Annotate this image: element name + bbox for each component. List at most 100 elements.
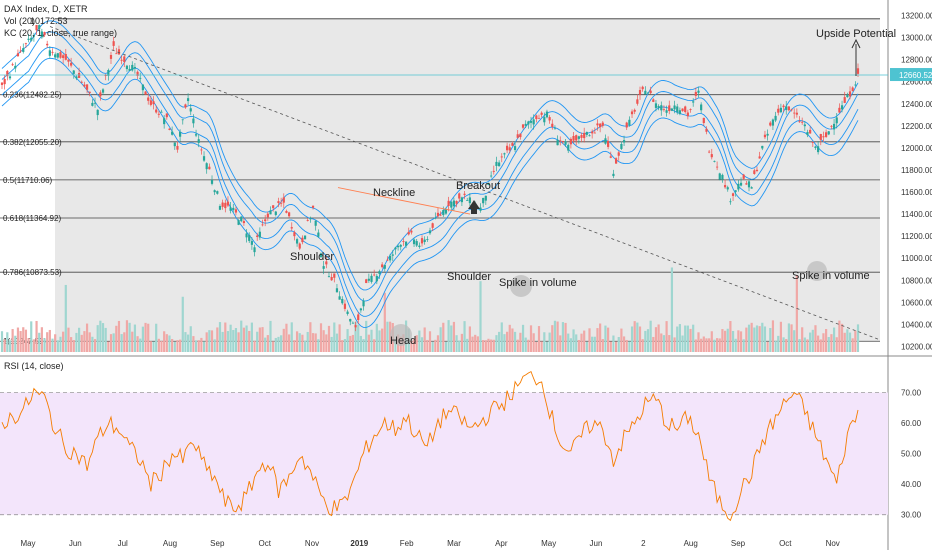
- candle-body: [109, 55, 113, 59]
- candle-body: [452, 200, 456, 207]
- volume-bar: [476, 336, 479, 352]
- volume-bar: [163, 331, 166, 352]
- candle-body: [838, 107, 841, 113]
- candle-body: [274, 211, 277, 215]
- volume-bar: [144, 322, 147, 352]
- candle-body: [601, 122, 604, 126]
- candle-body: [827, 131, 830, 135]
- volume-bar: [798, 339, 801, 352]
- volume-bar: [250, 322, 253, 352]
- candle-body: [739, 182, 743, 186]
- kc-label: KC (20, 1, close, true range): [4, 28, 117, 38]
- volume-bar: [617, 337, 620, 352]
- candle-body: [333, 273, 336, 278]
- volume-bar: [311, 333, 315, 352]
- candle-body: [737, 183, 740, 190]
- volume-spike-label-1: Spike in volume: [499, 277, 577, 289]
- candle-body: [652, 99, 655, 102]
- candle-body: [335, 288, 339, 293]
- candle-body: [147, 97, 150, 101]
- candle-body: [373, 274, 376, 276]
- candle-body: [423, 239, 426, 242]
- candle-body: [343, 303, 347, 309]
- candle-body: [303, 235, 307, 240]
- volume-bar: [423, 327, 426, 352]
- volume-bar: [644, 330, 647, 352]
- candle-body: [580, 135, 583, 138]
- volume-bar: [516, 339, 519, 352]
- volume-bar: [599, 323, 602, 352]
- volume-bar: [147, 323, 150, 352]
- candle-body: [694, 91, 697, 96]
- candle-body: [543, 117, 546, 123]
- volume-bar: [200, 337, 203, 352]
- candle-body: [107, 70, 110, 76]
- candle-body: [418, 245, 421, 247]
- volume-bar: [11, 329, 14, 352]
- volume-bar: [123, 332, 126, 352]
- volume-bar: [692, 324, 695, 352]
- candle-body: [224, 202, 227, 209]
- candle-body: [389, 255, 392, 261]
- candle-body: [197, 139, 200, 143]
- candle-body: [769, 122, 772, 126]
- x-tick-label: Jul: [118, 539, 128, 548]
- candle-body: [750, 187, 753, 189]
- candle-body: [657, 105, 660, 108]
- candle-body: [830, 125, 833, 127]
- volume-bar: [317, 339, 320, 352]
- candle-body: [396, 245, 400, 248]
- volume-bar: [708, 338, 711, 352]
- fib-level-label: 0.618(11364.92): [3, 214, 61, 223]
- volume-bar: [612, 335, 615, 352]
- candle-body: [258, 231, 261, 238]
- candle-body: [407, 231, 410, 235]
- volume-bar: [795, 275, 798, 352]
- candle-body: [625, 122, 628, 128]
- candle-body: [123, 56, 126, 63]
- candle-body: [503, 153, 506, 155]
- rsi-tick-label: 60.00: [901, 419, 922, 428]
- volume-bar: [806, 339, 809, 352]
- volume-bar: [851, 338, 854, 352]
- volume-bar: [186, 334, 190, 352]
- volume-bar: [540, 341, 543, 352]
- price-tick-label: 13200.00: [901, 12, 932, 21]
- volume-bar: [168, 335, 171, 352]
- volume-bar: [646, 329, 650, 352]
- volume-bar: [237, 332, 240, 352]
- volume-bar: [176, 340, 179, 352]
- volume-bar: [189, 326, 192, 352]
- volume-bar: [827, 336, 830, 352]
- candle-body: [6, 70, 9, 77]
- candle-body: [689, 109, 692, 110]
- candle-body: [718, 173, 721, 180]
- candle-body: [753, 170, 756, 174]
- candle-body: [599, 123, 602, 128]
- volume-bar: [498, 331, 501, 352]
- volume-bar: [383, 292, 386, 352]
- volume-bar: [482, 340, 485, 352]
- candle-body: [295, 239, 299, 244]
- volume-bar: [22, 327, 25, 352]
- volume-bar: [447, 320, 450, 352]
- price-tick-label: 12800.00: [901, 56, 932, 65]
- price-tick-label: 10200.00: [901, 342, 932, 351]
- candle-body: [747, 181, 751, 188]
- candle-body: [612, 173, 615, 177]
- volume-bar: [288, 334, 291, 352]
- volume-bar: [155, 323, 158, 352]
- volume-bar: [298, 333, 301, 352]
- volume-bar: [670, 267, 674, 352]
- candle-body: [48, 50, 51, 56]
- volume-bar: [771, 320, 775, 352]
- volume-bar: [689, 328, 692, 352]
- candle-body: [588, 135, 591, 137]
- volume-bar: [793, 330, 796, 352]
- candle-body: [330, 277, 333, 281]
- candle-body: [38, 25, 41, 30]
- volume-bar: [753, 327, 756, 352]
- candle-body: [77, 73, 81, 78]
